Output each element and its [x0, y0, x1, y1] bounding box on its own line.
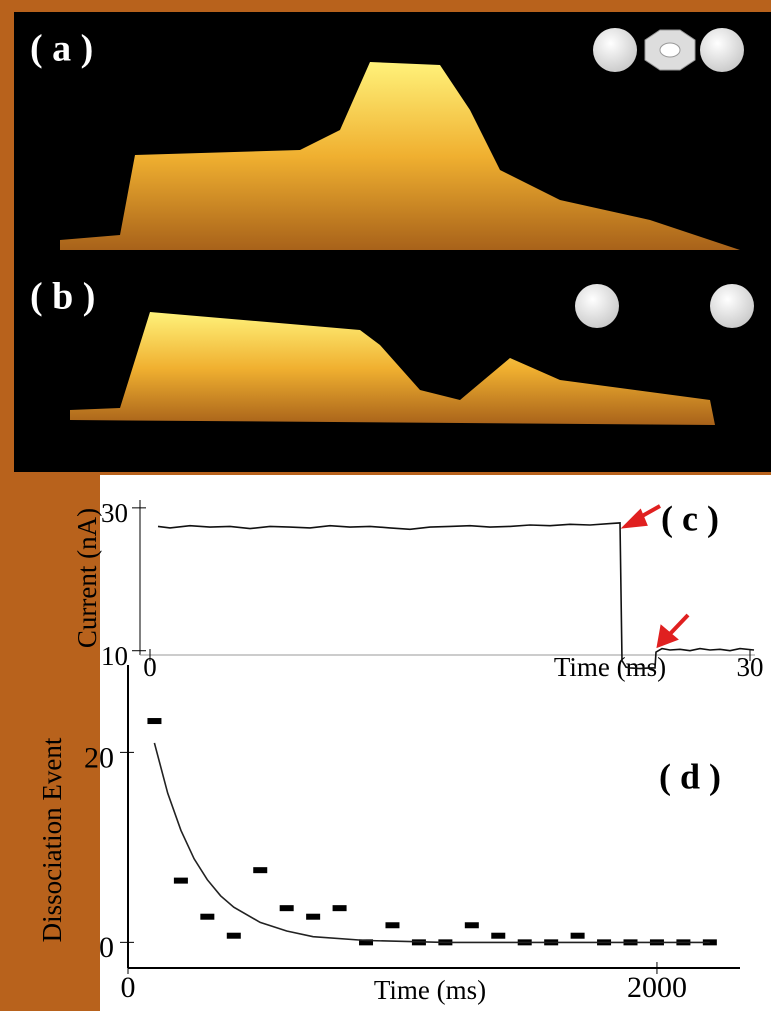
y-tick-label: 0: [99, 931, 114, 964]
page: {"panels": [{"label": "( a )"}, {"label"…: [0, 0, 771, 1011]
x-tick-label: 2000: [627, 971, 687, 1004]
x-tick-label: 30: [737, 652, 764, 682]
data-point: [333, 905, 347, 911]
sphere: [593, 28, 637, 72]
panel-label: ( d ): [659, 756, 721, 796]
figure: ( a ) ( b ) ( c ) Current (nA) Time (ms)…: [0, 0, 771, 1011]
data-point: [571, 933, 585, 939]
x-axis-label: Time (ms): [374, 975, 486, 1005]
x-tick-label: 0: [143, 652, 157, 682]
data-point: [227, 933, 241, 939]
nut-hole: [660, 43, 680, 57]
y-axis-label: Current (nA): [72, 508, 102, 648]
panel-label: ( b ): [30, 276, 95, 318]
y-tick-label: 10: [101, 641, 128, 671]
data-point: [147, 718, 161, 724]
data-point: [306, 914, 320, 920]
sphere: [700, 28, 744, 72]
data-point: [174, 878, 188, 884]
panel-label: ( c ): [661, 498, 719, 538]
data-point: [385, 922, 399, 928]
y-tick-label: 20: [84, 741, 114, 774]
data-point: [491, 933, 505, 939]
panel-label: ( a ): [30, 28, 93, 70]
sphere: [575, 284, 619, 328]
data-point: [280, 905, 294, 911]
data-point: [253, 867, 267, 873]
data-point: [465, 922, 479, 928]
data-point: [200, 914, 214, 920]
y-tick-label: 30: [101, 498, 128, 528]
sphere: [710, 284, 754, 328]
y-axis-label: Dissociation Event: [37, 737, 67, 942]
x-tick-label: 0: [121, 971, 136, 1004]
plot-panel: [100, 475, 771, 1011]
